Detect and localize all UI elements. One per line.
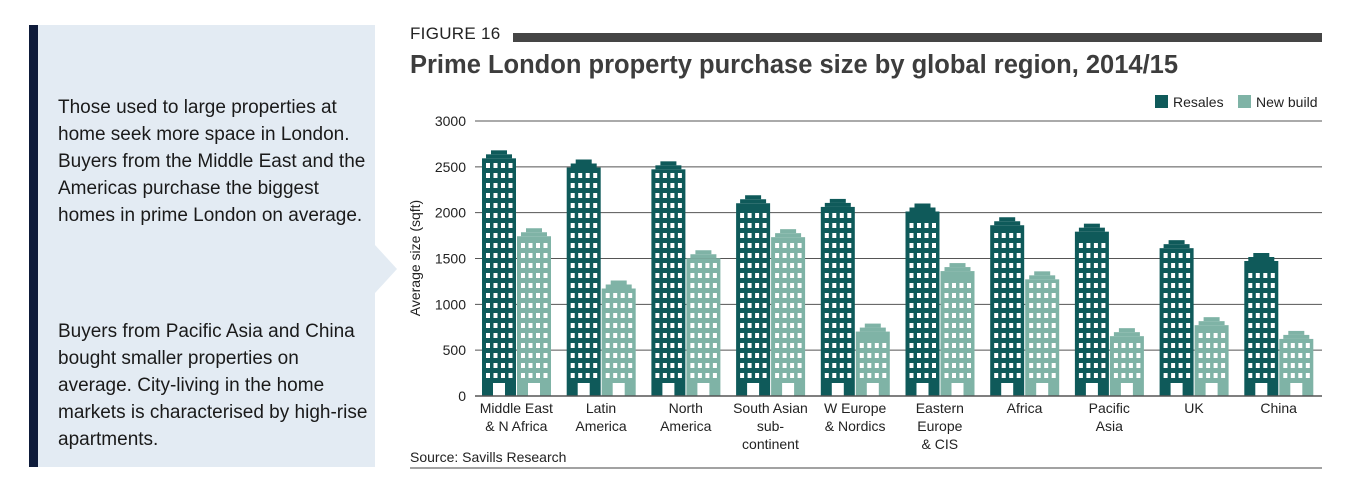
legend-swatch-new-build <box>1238 95 1251 108</box>
x-tick-label: & CIS <box>922 436 959 452</box>
bar-resales <box>1159 240 1194 396</box>
x-tick-label: South Asian <box>733 400 808 416</box>
x-tick-label: continent <box>742 436 799 452</box>
x-tick-label: Middle East <box>480 400 553 416</box>
y-tick-label: 1000 <box>435 296 466 312</box>
chart-title: Prime London property purchase size by g… <box>410 51 1179 79</box>
bar-resales <box>651 161 686 396</box>
bar-new-build <box>1279 330 1314 396</box>
sidebar-panel: Those used to large properties at home s… <box>29 25 397 467</box>
sidebar-accent-bar <box>29 25 38 467</box>
sidebar-paragraph-1: Those used to large properties at home s… <box>58 97 366 226</box>
bar-new-build <box>686 250 721 396</box>
x-tick-label: China <box>1260 400 1297 416</box>
x-tick-label: & Nordics <box>825 418 886 434</box>
y-tick-label: 2500 <box>435 159 466 175</box>
bar-resales <box>1244 253 1279 396</box>
figure-rule <box>513 33 1322 42</box>
bar-new-build <box>1025 271 1060 396</box>
x-tick-label: sub- <box>757 418 785 434</box>
bar-resales <box>566 159 601 396</box>
x-tick-label: America <box>660 418 712 434</box>
x-tick-label: & N Africa <box>485 418 547 434</box>
y-tick-label: 0 <box>458 388 466 404</box>
x-tick-label: America <box>575 418 627 434</box>
y-tick-label: 3000 <box>435 113 466 129</box>
x-tick-label: Africa <box>1007 400 1043 416</box>
legend-label: New build <box>1256 94 1317 110</box>
x-tick-label: Eastern <box>916 400 964 416</box>
legend-swatch-resales <box>1155 95 1168 108</box>
figure-label: FIGURE 16 <box>410 24 501 43</box>
bar-resales <box>990 217 1025 396</box>
bar-new-build <box>855 323 890 396</box>
bar-resales <box>482 150 516 396</box>
legend-label: Resales <box>1173 94 1224 110</box>
bar-resales <box>820 198 855 396</box>
bar-resales <box>905 203 940 396</box>
x-tick-label: Asia <box>1096 418 1123 434</box>
x-tick-label: Latin <box>586 400 616 416</box>
x-tick-label: UK <box>1184 400 1204 416</box>
x-tick-label: North <box>669 400 703 416</box>
bar-new-build <box>517 228 551 396</box>
bar-resales <box>736 195 771 396</box>
source-note: Source: Savills Research <box>410 449 566 465</box>
x-tick-label: W Europe <box>824 400 886 416</box>
x-tick-label: Europe <box>917 418 962 434</box>
bar-new-build <box>771 229 806 396</box>
bar-new-build <box>1109 328 1144 396</box>
bar-new-build <box>940 263 975 396</box>
bar-new-build <box>601 280 636 396</box>
bar-resales <box>1074 223 1109 396</box>
y-axis-label: Average size (sqft) <box>407 200 423 316</box>
y-tick-label: 2000 <box>435 205 466 221</box>
bar-new-build <box>1194 317 1229 396</box>
x-tick-label: Pacific <box>1089 400 1130 416</box>
y-tick-label: 1500 <box>435 251 466 267</box>
sidebar-paragraph-2: Buyers from Pacific Asia and China bough… <box>58 321 368 450</box>
sidebar-pointer <box>375 245 397 293</box>
y-tick-label: 500 <box>443 342 467 358</box>
